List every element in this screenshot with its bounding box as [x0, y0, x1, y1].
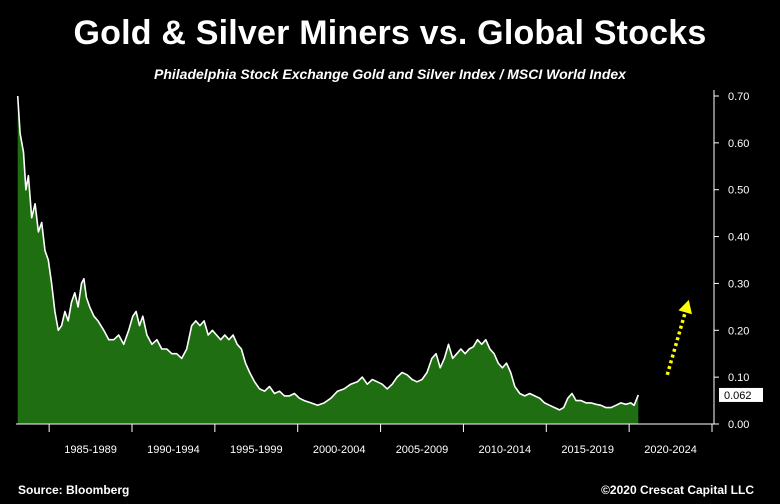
- x-tick-label: 1995-1999: [230, 444, 283, 456]
- y-tick-label: 0.70: [728, 91, 749, 103]
- trend-arrow-head: [678, 299, 692, 315]
- y-tick-label: 0.20: [728, 325, 749, 337]
- series-line: [16, 95, 640, 411]
- current-value-label: 0.062: [724, 390, 752, 402]
- x-tick-label: 1985-1989: [64, 444, 117, 456]
- y-tick-label: 0.10: [728, 372, 749, 384]
- x-tick-label: 2005-2009: [396, 444, 449, 456]
- y-tick-label: 0.50: [728, 185, 749, 197]
- x-tick-label: 2010-2014: [479, 444, 532, 456]
- source-note: Source: Bloomberg: [18, 483, 130, 497]
- trend-arrow-shaft: [665, 311, 687, 376]
- y-tick-label: 0.30: [728, 278, 749, 290]
- current-value-badge: [719, 387, 763, 402]
- x-tick-label: 2000-2004: [313, 444, 366, 456]
- copyright-note: ©2020 Crescat Capital LLC: [601, 483, 754, 497]
- y-tick-label: 0.40: [728, 232, 749, 244]
- x-tick-label: 1990-1994: [147, 444, 200, 456]
- x-tick-label: 2015-2019: [561, 444, 614, 456]
- chart-subtitle: Philadelphia Stock Exchange Gold and Sil…: [154, 66, 626, 82]
- chart-title: Gold & Silver Miners vs. Global Stocks: [73, 14, 707, 52]
- y-tick-label: 0.60: [728, 138, 749, 150]
- x-tick-label: 2020-2024: [644, 444, 697, 456]
- y-tick-label: 0.00: [728, 419, 749, 431]
- series-area: [17, 96, 639, 424]
